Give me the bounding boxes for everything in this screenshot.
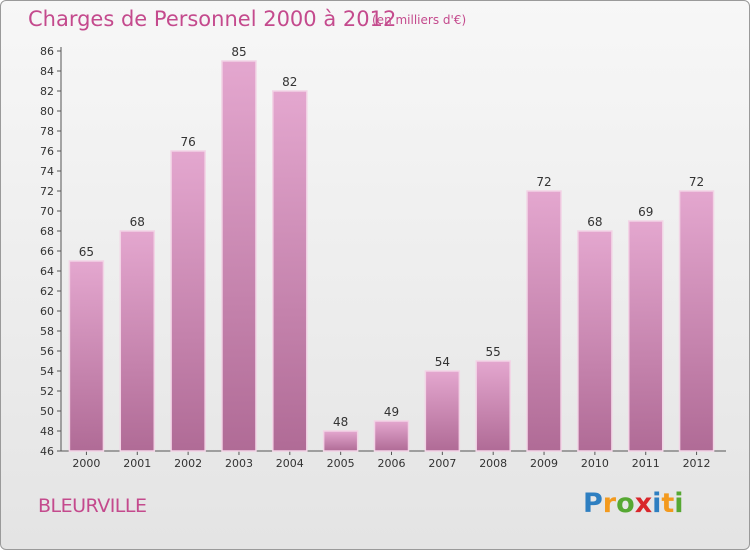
y-tick-label: 86 bbox=[40, 45, 54, 58]
data-label: 49 bbox=[384, 405, 399, 419]
y-tick-label: 60 bbox=[40, 305, 54, 318]
y-tick-label: 46 bbox=[40, 445, 54, 458]
x-tick-label: 2006 bbox=[378, 457, 406, 470]
x-tick-label: 2008 bbox=[479, 457, 507, 470]
bar-2006 bbox=[373, 420, 410, 452]
x-tick-label: 2004 bbox=[276, 457, 304, 470]
chart-subtitle: (en milliers d'€) bbox=[372, 13, 467, 27]
data-label: 69 bbox=[638, 205, 653, 219]
x-tick-label: 2001 bbox=[123, 457, 151, 470]
data-label: 72 bbox=[536, 175, 551, 189]
data-label: 65 bbox=[79, 245, 94, 259]
x-tick-label: 2005 bbox=[327, 457, 355, 470]
y-tick-label: 48 bbox=[40, 425, 54, 438]
data-label: 68 bbox=[587, 215, 602, 229]
x-tick-label: 2003 bbox=[225, 457, 253, 470]
data-label: 54 bbox=[435, 355, 450, 369]
bar-2007 bbox=[424, 370, 461, 452]
data-label: 48 bbox=[333, 415, 348, 429]
y-tick-label: 70 bbox=[40, 205, 54, 218]
x-tick-label: 2010 bbox=[581, 457, 609, 470]
bar-2000 bbox=[68, 260, 105, 452]
x-tick-label: 2002 bbox=[174, 457, 202, 470]
x-tick-label: 2007 bbox=[428, 457, 456, 470]
logo-letter: r bbox=[602, 488, 617, 519]
data-label: 72 bbox=[689, 175, 704, 189]
x-tick-label: 2011 bbox=[632, 457, 660, 470]
y-tick-label: 66 bbox=[40, 245, 54, 258]
logo-letter: x bbox=[634, 488, 653, 519]
y-axis: 46 48 50 52 54 56 58 60 62 64 66 68 70 72 74 76 78 80 82 84… bbox=[40, 45, 62, 458]
y-tick-label: 84 bbox=[40, 65, 54, 78]
bars bbox=[68, 60, 715, 452]
x-axis: 2000 2001 2002 2003 2004 2005 2006 2007 2008 2009… bbox=[61, 450, 726, 470]
y-tick-label: 50 bbox=[40, 405, 54, 418]
logo-letter: i bbox=[652, 488, 662, 519]
y-tick-label: 62 bbox=[40, 285, 54, 298]
commune-name: BLEURVILLE bbox=[38, 495, 147, 517]
bar-2004 bbox=[272, 90, 308, 452]
bar-2005 bbox=[322, 430, 359, 452]
data-label: 68 bbox=[130, 215, 145, 229]
logo-letter: i bbox=[674, 488, 684, 519]
y-tick-label: 82 bbox=[40, 85, 54, 98]
bar-2001 bbox=[119, 230, 156, 452]
y-tick-label: 72 bbox=[40, 185, 54, 198]
logo-letter: P bbox=[583, 488, 603, 519]
bar-2010 bbox=[577, 230, 613, 452]
data-label: 76 bbox=[180, 135, 195, 149]
bar-2011 bbox=[627, 220, 664, 452]
bar-2002 bbox=[170, 150, 206, 452]
y-tick-label: 54 bbox=[40, 365, 54, 378]
bar-2008 bbox=[475, 360, 511, 452]
data-label: 85 bbox=[231, 45, 246, 59]
y-tick-label: 74 bbox=[40, 165, 54, 178]
y-tick-label: 64 bbox=[40, 265, 54, 278]
y-tick-label: 68 bbox=[40, 225, 54, 238]
y-tick-label: 76 bbox=[40, 145, 54, 158]
data-labels: 65 68 76 85 82 48 49 54 55 72 68 69 72 bbox=[79, 45, 704, 429]
proxiti-logo[interactable]: Proxiti bbox=[583, 488, 684, 519]
logo-letter: o bbox=[616, 488, 635, 519]
data-label: 55 bbox=[486, 345, 501, 359]
bar-2003 bbox=[221, 60, 257, 452]
logo-letter: t bbox=[661, 488, 675, 519]
data-label: 82 bbox=[282, 75, 297, 89]
x-tick-label: 2012 bbox=[683, 457, 711, 470]
y-tick-label: 52 bbox=[40, 385, 54, 398]
x-tick-label: 2009 bbox=[530, 457, 558, 470]
bar-2012 bbox=[678, 190, 715, 452]
x-tick-label: 2000 bbox=[72, 457, 100, 470]
chart-title: Charges de Personnel 2000 à 2012 bbox=[28, 7, 397, 31]
y-tick-label: 78 bbox=[40, 125, 54, 138]
y-tick-label: 80 bbox=[40, 105, 54, 118]
bar-2009 bbox=[526, 190, 562, 452]
y-tick-label: 56 bbox=[40, 345, 54, 358]
y-tick-label: 58 bbox=[40, 325, 54, 338]
